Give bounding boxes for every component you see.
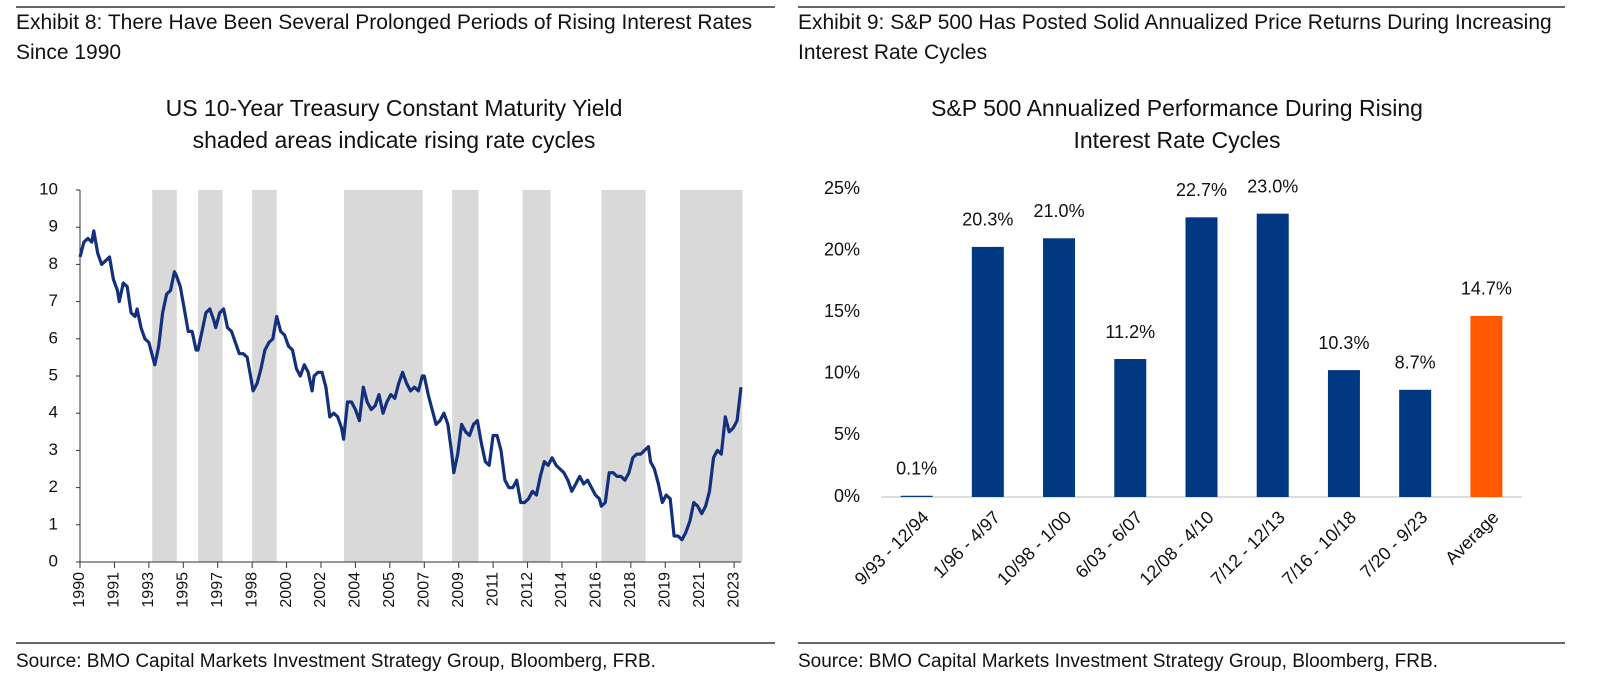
bar bbox=[1470, 315, 1503, 497]
value-label: 23.0% bbox=[1247, 176, 1298, 196]
x-tick-label: 1998 bbox=[243, 572, 260, 608]
y-tick-label: 4 bbox=[49, 403, 58, 422]
value-label: 11.2% bbox=[1105, 322, 1155, 342]
y-tick-label: 5% bbox=[834, 424, 860, 444]
x-tick-label: 1993 bbox=[140, 572, 157, 608]
value-label: 20.3% bbox=[962, 210, 1013, 230]
shaded-period bbox=[601, 190, 646, 562]
bar bbox=[900, 495, 933, 497]
exhibit-heading: Exhibit 8: There Have Been Several Prolo… bbox=[16, 11, 753, 64]
y-tick-label: 3 bbox=[49, 440, 58, 459]
source: Source: BMO Capital Markets Investment S… bbox=[16, 651, 656, 672]
x-tick-label: 2018 bbox=[622, 572, 639, 608]
bar bbox=[1399, 389, 1432, 497]
x-tick-label: 2002 bbox=[312, 572, 329, 608]
x-tick-label: 7/20 - 9/23 bbox=[1356, 507, 1431, 582]
y-tick-label: 0 bbox=[49, 551, 58, 570]
bar bbox=[1256, 213, 1289, 497]
x-tick-label: 7/12 - 12/13 bbox=[1207, 507, 1289, 589]
x-tick-label: 2004 bbox=[347, 572, 364, 608]
x-tick-label: 2023 bbox=[725, 572, 742, 608]
chart-subtitle: shaded areas indicate rising rate cycles bbox=[192, 127, 596, 153]
x-tick-label: Average bbox=[1441, 507, 1502, 568]
bar bbox=[1185, 217, 1218, 497]
shaded-period bbox=[152, 190, 177, 562]
exhibit-heading: Exhibit 9: S&P 500 Has Posted Solid Annu… bbox=[798, 11, 1552, 64]
x-tick-label: 7/16 - 10/18 bbox=[1278, 507, 1360, 589]
bar bbox=[1114, 359, 1147, 497]
y-tick-label: 15% bbox=[824, 301, 860, 321]
x-tick-label: 6/03 - 6/07 bbox=[1071, 507, 1146, 582]
bar bbox=[1327, 370, 1360, 497]
x-tick-label: 2019 bbox=[656, 572, 673, 608]
y-tick-label: 5 bbox=[49, 365, 58, 384]
shaded-period bbox=[344, 190, 423, 562]
y-tick-label: 7 bbox=[49, 291, 58, 310]
x-tick-label: 10/98 - 1/00 bbox=[993, 507, 1075, 589]
yield-line bbox=[78, 229, 743, 542]
x-tick-label: 2011 bbox=[484, 572, 501, 607]
value-label: 22.7% bbox=[1176, 180, 1227, 200]
value-label: 8.7% bbox=[1395, 353, 1436, 373]
x-tick-label: 1995 bbox=[175, 572, 192, 608]
chart-title: S&P 500 Annualized Performance During Ri… bbox=[931, 95, 1423, 153]
y-tick-label: 0% bbox=[834, 486, 860, 506]
x-tick-label: 2000 bbox=[278, 572, 295, 608]
y-tick-label: 10 bbox=[39, 179, 58, 198]
y-tick-label: 2 bbox=[49, 477, 58, 496]
y-tick-label: 1 bbox=[49, 514, 58, 533]
x-tick-label: 1990 bbox=[71, 572, 88, 608]
y-tick-label: 6 bbox=[49, 328, 58, 347]
x-tick-label: 1997 bbox=[209, 572, 226, 608]
shaded-period bbox=[198, 190, 223, 562]
x-tick-label: 1991 bbox=[106, 572, 123, 608]
x-tick-label: 2007 bbox=[415, 572, 432, 608]
x-tick-label: 2014 bbox=[553, 572, 570, 608]
y-tick-label: 9 bbox=[49, 217, 58, 236]
bar bbox=[1043, 238, 1076, 497]
x-tick-label: 2021 bbox=[691, 572, 708, 608]
source: Source: BMO Capital Markets Investment S… bbox=[798, 651, 1438, 672]
x-tick-label: 2016 bbox=[588, 572, 605, 608]
value-label: 21.0% bbox=[1034, 201, 1085, 221]
value-label: 14.7% bbox=[1461, 279, 1512, 299]
y-tick-label: 20% bbox=[824, 239, 860, 259]
chart-title: US 10-Year Treasury Constant Maturity Yi… bbox=[165, 95, 623, 121]
x-tick-label: 1/96 - 4/97 bbox=[929, 507, 1004, 582]
value-label: 10.3% bbox=[1318, 333, 1369, 353]
x-tick-label: 12/08 - 4/10 bbox=[1136, 507, 1218, 589]
y-tick-label: 25% bbox=[824, 178, 860, 198]
value-label: 0.1% bbox=[896, 459, 937, 479]
x-tick-label: 2012 bbox=[519, 572, 536, 608]
y-tick-label: 8 bbox=[49, 254, 58, 273]
shaded-period bbox=[522, 190, 551, 562]
x-tick-label: 2009 bbox=[450, 572, 467, 608]
shaded-period bbox=[680, 190, 743, 562]
bar bbox=[971, 246, 1004, 497]
x-tick-label: 9/93 - 12/94 bbox=[851, 507, 933, 589]
y-tick-label: 10% bbox=[824, 363, 860, 383]
shaded-period bbox=[452, 190, 479, 562]
x-tick-label: 2005 bbox=[381, 572, 398, 608]
shaded-period bbox=[252, 190, 277, 562]
